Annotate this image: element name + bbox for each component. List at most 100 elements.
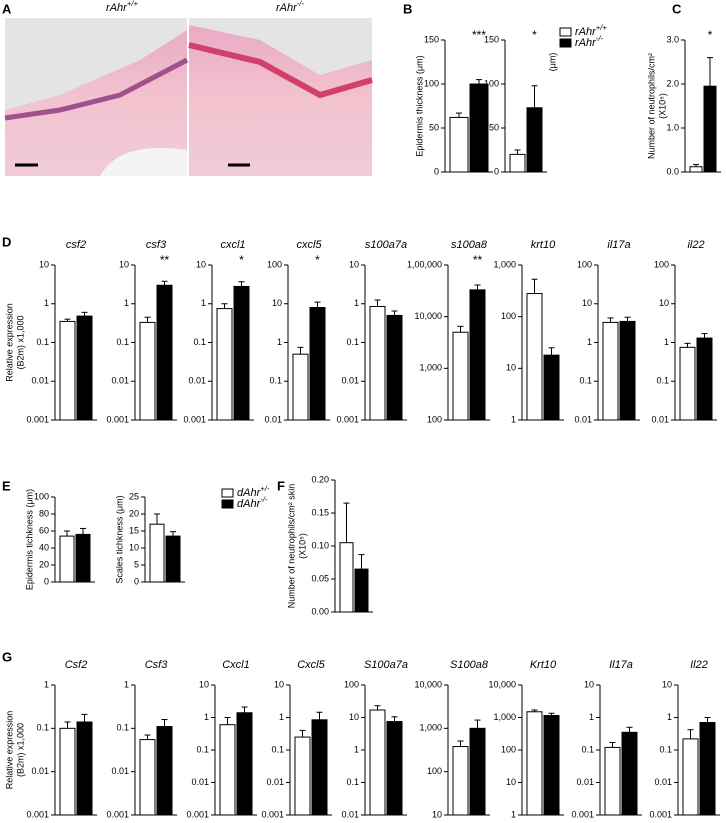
y-tick-label: 0.01 [188,376,206,386]
y-tick-label: 1.0 [666,122,679,132]
epidermis [4,57,189,121]
panel-label: F [277,478,285,493]
y-tick-label: 1 [124,298,129,308]
y-tick-label: 0.01 [574,414,592,424]
y-tick-label: 100 [427,766,442,776]
y-tick-label: 0.1 [659,744,672,754]
bar [619,320,636,421]
y-tick-label: 100 [424,78,439,88]
bar [156,726,173,816]
y-tick-label: 0.1 [116,723,129,733]
chart-title: Cxcl5 [297,659,325,671]
significance: * [239,253,244,267]
y-tick-label: 10,000 [414,311,442,321]
legend-swatch [221,499,234,509]
y-tick-label: 0.001 [26,414,49,424]
y-tick-label: 0 [134,576,139,586]
chart-title: Krt10 [530,659,557,671]
y-tick-label: 100 [34,491,49,501]
y-tick-label: 0.1 [36,337,49,347]
bar [509,153,526,173]
bar [469,727,486,816]
chart-title: csf3 [146,239,167,251]
y-tick-label: 0.20 [311,474,329,484]
y-tick-label: 1,00,000 [407,259,442,269]
y-axis-label: Relative expression [4,303,14,382]
bar [452,746,469,816]
bar [149,523,165,583]
y-tick-label: 1 [354,744,359,754]
bar [75,533,91,583]
y-tick-label: 20 [129,508,139,518]
y-axis-label: (B2m) x1,000 [15,315,25,369]
y-tick-label: 0.001 [649,809,672,819]
bar [369,709,386,816]
bar [449,116,469,173]
y-tick-label: 2.0 [666,78,679,88]
y-tick-label: 150 [484,34,499,44]
panel-label: E [2,478,11,493]
y-tick-label: 10 [584,679,594,689]
bar [292,353,309,421]
background-area [189,18,372,75]
chart-title: Il17a [609,659,633,671]
y-tick-label: 100 [344,679,359,689]
y-tick-label: 100 [501,311,516,321]
y-tick-label: 15 [129,525,139,535]
y-tick-label: 0.01 [576,777,594,787]
y-axis-label: (μm) [547,53,557,72]
significance: * [532,28,537,42]
bar [354,568,369,613]
chart-title: S100a7a [364,659,408,671]
y-axis-label: (X10⁵) [657,93,667,119]
chart-title: csf2 [66,239,86,251]
bar [294,736,311,816]
y-tick-label: 1 [201,298,206,308]
bar [679,346,696,421]
y-tick-label: 100 [577,259,592,269]
significance: * [708,28,713,42]
y-tick-label: 0.001 [336,414,359,424]
y-tick-label: 0.1 [196,744,209,754]
bar [309,307,326,421]
bar [233,285,250,421]
bar [369,305,386,421]
y-tick-label: 0.1 [193,337,206,347]
y-tick-label: 1 [664,337,669,347]
bar [543,715,560,816]
legend-swatch [559,27,572,37]
y-tick-label: 10 [349,712,359,722]
y-tick-label: 10 [119,259,129,269]
panel-label: A [2,1,12,16]
background-area [5,18,187,110]
bar [339,542,354,613]
y-tick-label: 10 [272,298,282,308]
y-tick-label: 0.1 [579,376,592,386]
y-tick-label: 150 [424,34,439,44]
y-tick-label: 10 [506,363,516,373]
fat-area [100,147,187,176]
y-tick-label: 10 [582,298,592,308]
image-label: rAhr-/- [276,0,304,14]
y-tick-label: 50 [489,122,499,132]
y-tick-label: 1 [44,679,49,689]
y-axis-label: Relative expression [4,711,14,790]
y-tick-label: 25 [129,491,139,501]
bar [236,712,253,816]
y-tick-label: 0.001 [261,809,284,819]
bar [76,721,93,816]
y-tick-label: 1 [667,712,672,722]
y-tick-label: 1 [589,712,594,722]
y-tick-label: 0 [494,166,499,176]
y-axis-label: Epidermis tichkness (μm) [24,489,34,590]
y-tick-label: 10 [659,298,669,308]
y-tick-label: 0.01 [264,414,282,424]
chart-title: cxcl5 [296,239,322,251]
bar [165,535,181,583]
bar [689,166,703,173]
panel-label: B [403,1,412,16]
bar [699,722,716,816]
y-tick-label: 0.1 [271,744,284,754]
y-tick-label: 0.1 [269,376,282,386]
bar [703,85,717,173]
